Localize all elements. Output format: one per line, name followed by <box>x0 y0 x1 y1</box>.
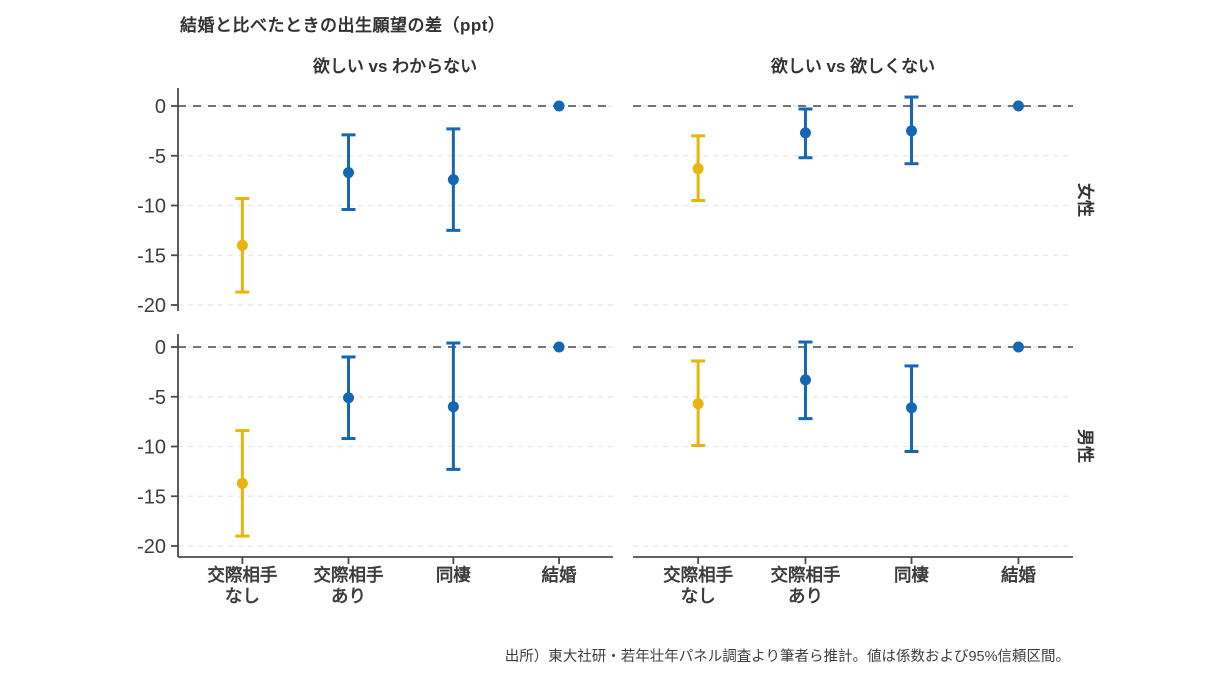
y-tick-label: -5 <box>148 387 166 409</box>
y-tick-label: -15 <box>137 245 166 267</box>
panel-男性-欲しい vs わからない <box>178 341 613 547</box>
x-category-label: あり <box>331 586 366 606</box>
y-tick-label: -5 <box>148 146 166 168</box>
column-facet-label-left: 欲しい vs わからない <box>312 57 478 76</box>
point-estimate <box>1012 341 1024 353</box>
x-category-label: 交際相手 <box>663 565 733 585</box>
point-estimate <box>447 174 459 186</box>
x-category-label: なし <box>225 586 260 606</box>
x-category-label: 結婚 <box>1001 565 1036 585</box>
point-estimate <box>1012 100 1024 112</box>
y-tick-label: 0 <box>155 96 166 118</box>
point-estimate <box>553 100 565 112</box>
y-tick-label: -20 <box>137 536 166 558</box>
point-estimate <box>343 167 355 179</box>
point-estimate <box>236 239 248 251</box>
point-estimate <box>692 398 704 410</box>
x-category-label: なし <box>681 586 716 606</box>
y-tick-label: -10 <box>137 437 166 459</box>
x-category-label: あり <box>788 586 823 606</box>
point-estimate <box>692 163 704 175</box>
point-estimate <box>799 374 811 386</box>
point-estimate <box>906 125 918 137</box>
point-estimate <box>799 127 811 139</box>
point-estimate <box>906 402 918 414</box>
y-tick-label: 0 <box>155 337 166 359</box>
panel-女性-欲しい vs わからない <box>178 100 613 306</box>
chart-title: 結婚と比べたときの出生願望の差（ppt） <box>180 16 506 35</box>
y-tick-label: -20 <box>137 295 166 317</box>
y-tick-label: -10 <box>137 196 166 218</box>
point-estimate <box>447 401 459 413</box>
x-category-label: 交際相手 <box>770 565 840 585</box>
x-category-label: 交際相手 <box>207 565 277 585</box>
x-category-label: 結婚 <box>542 565 577 585</box>
panel-男性-欲しい vs 欲しくない <box>633 340 1073 547</box>
x-category-label: 同棲 <box>436 565 471 585</box>
x-category-label: 同棲 <box>894 565 929 585</box>
source-note: 出所）東大社研・若年壮年パネル調査より筆者ら推計。値は係数および95%信頼区間。 <box>504 649 1070 665</box>
x-category-label: 交際相手 <box>314 565 384 585</box>
column-facet-label-right: 欲しい vs 欲しくない <box>770 57 936 76</box>
y-tick-label: -15 <box>137 486 166 508</box>
point-estimate <box>553 341 565 353</box>
point-estimate <box>236 477 248 489</box>
panel-女性-欲しい vs 欲しくない <box>633 95 1073 306</box>
point-estimate <box>343 392 355 404</box>
